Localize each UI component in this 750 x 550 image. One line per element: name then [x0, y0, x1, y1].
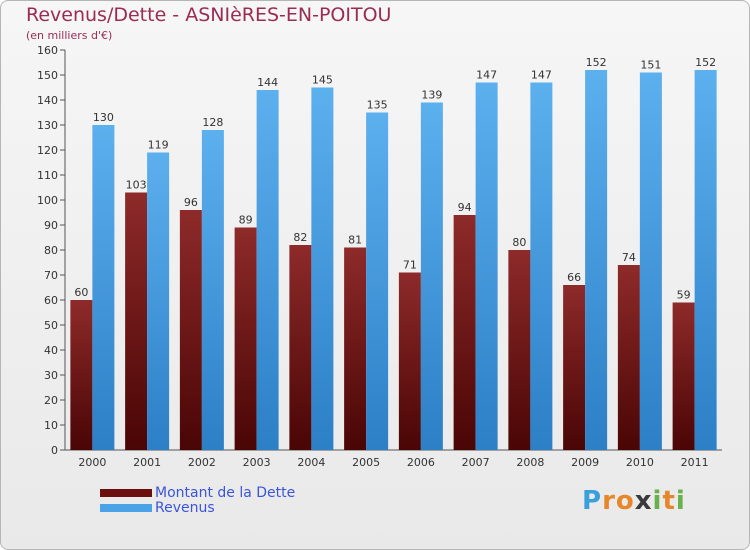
- bar-dette: [672, 302, 695, 450]
- y-tick-label: 100: [37, 194, 58, 207]
- bar-dette: [70, 300, 93, 450]
- data-label-dette: 96: [184, 196, 198, 209]
- data-label-revenus: 151: [640, 59, 661, 72]
- data-label-dette: 59: [677, 289, 691, 302]
- logo-letter: P: [582, 486, 603, 516]
- bars: [70, 70, 717, 450]
- x-tick-label: 2007: [462, 456, 490, 469]
- logo-letter: x: [634, 486, 653, 516]
- data-label-dette: 94: [458, 201, 472, 214]
- bar-revenus: [201, 130, 224, 450]
- y-tick-label: 10: [44, 419, 58, 432]
- logo-letter: i: [652, 486, 663, 516]
- x-tick-label: 2001: [133, 456, 161, 469]
- bar-dette: [453, 215, 476, 450]
- data-label-revenus: 152: [586, 56, 607, 69]
- data-label-revenus: 145: [312, 74, 333, 87]
- logo-letter: o: [615, 486, 635, 516]
- x-tick-label: 2009: [571, 456, 599, 469]
- proxiti-logo: Proxiti: [582, 486, 686, 516]
- x-tick-label: 2011: [681, 456, 709, 469]
- x-tick-label: 2008: [516, 456, 544, 469]
- x-tick-label: 2002: [188, 456, 216, 469]
- bar-dette: [563, 285, 586, 450]
- y-tick-label: 120: [37, 144, 58, 157]
- x-tick-label: 2000: [78, 456, 106, 469]
- y-tick-label: 40: [44, 344, 58, 357]
- data-label-dette: 66: [567, 271, 581, 284]
- y-tick-label: 160: [37, 44, 58, 57]
- bar-revenus: [475, 82, 498, 450]
- bar-revenus: [92, 125, 115, 450]
- data-label-dette: 80: [512, 236, 526, 249]
- y-tick-label: 60: [44, 294, 58, 307]
- bar-revenus: [694, 70, 717, 450]
- y-tick-label: 110: [37, 169, 58, 182]
- legend-label-dette: Montant de la Dette: [155, 485, 296, 501]
- data-label-revenus: 147: [531, 69, 552, 82]
- y-tick-label: 30: [44, 369, 58, 382]
- y-tick-label: 0: [51, 444, 58, 457]
- axes: 0 10 20 30 40 50 60 70 80 90 100 110 120 130 140 150 160…: [37, 44, 722, 469]
- y-tick-label: 140: [37, 94, 58, 107]
- bar-dette: [179, 210, 202, 450]
- data-label-dette: 60: [74, 286, 88, 299]
- logo-letter: t: [662, 486, 676, 516]
- data-label-revenus: 147: [476, 69, 497, 82]
- value-labels: 60 130 103 119 96 128 89 144 82 145 81 135 71 139 94 14…: [74, 56, 716, 302]
- legend-swatch-revenus: [100, 504, 152, 512]
- y-tick-label: 70: [44, 269, 58, 282]
- bar-dette: [508, 250, 531, 450]
- bar-revenus: [420, 102, 443, 450]
- x-tick-label: 2010: [626, 456, 654, 469]
- x-tick-label: 2003: [243, 456, 271, 469]
- data-label-revenus: 144: [257, 76, 278, 89]
- bar-revenus: [585, 70, 608, 450]
- bar-revenus: [256, 90, 279, 450]
- y-tick-label: 80: [44, 244, 58, 257]
- bar-dette: [617, 265, 640, 450]
- legend-swatch-dette: [100, 489, 152, 497]
- data-label-revenus: 139: [421, 89, 442, 102]
- data-label-revenus: 130: [93, 111, 114, 124]
- data-label-revenus: 119: [148, 139, 169, 152]
- bar-dette: [344, 247, 367, 450]
- data-label-dette: 71: [403, 259, 417, 272]
- data-label-dette: 82: [293, 231, 307, 244]
- bar-dette: [234, 227, 257, 450]
- data-label-dette: 81: [348, 234, 362, 247]
- y-tick-label: 50: [44, 319, 58, 332]
- legend-label-revenus: Revenus: [155, 500, 215, 516]
- data-label-dette: 74: [622, 251, 636, 264]
- data-label-dette: 103: [126, 179, 147, 192]
- y-tick-label: 90: [44, 219, 58, 232]
- x-tick-label: 2006: [407, 456, 435, 469]
- bar-revenus: [311, 87, 334, 450]
- y-tick-label: 130: [37, 119, 58, 132]
- chart-title: Revenus/Dette - ASNIèRES-EN-POITOU: [26, 4, 392, 26]
- bar-dette: [289, 245, 312, 450]
- bar-revenus: [366, 112, 389, 450]
- x-tick-label: 2005: [352, 456, 380, 469]
- data-label-revenus: 128: [202, 116, 223, 129]
- bar-revenus: [639, 72, 662, 450]
- chart-subtitle: (en milliers d'€): [26, 29, 113, 42]
- y-tick-label: 20: [44, 394, 58, 407]
- data-label-revenus: 135: [367, 99, 388, 112]
- data-label-dette: 89: [239, 214, 253, 227]
- logo-letter: r: [602, 486, 616, 516]
- x-tick-label: 2004: [297, 456, 325, 469]
- data-label-revenus: 152: [695, 56, 716, 69]
- bar-dette: [398, 272, 421, 450]
- bar-revenus: [147, 152, 170, 450]
- bar-revenus: [530, 82, 553, 450]
- y-tick-label: 150: [37, 69, 58, 82]
- logo-letter: i: [675, 486, 686, 516]
- bar-dette: [125, 192, 148, 450]
